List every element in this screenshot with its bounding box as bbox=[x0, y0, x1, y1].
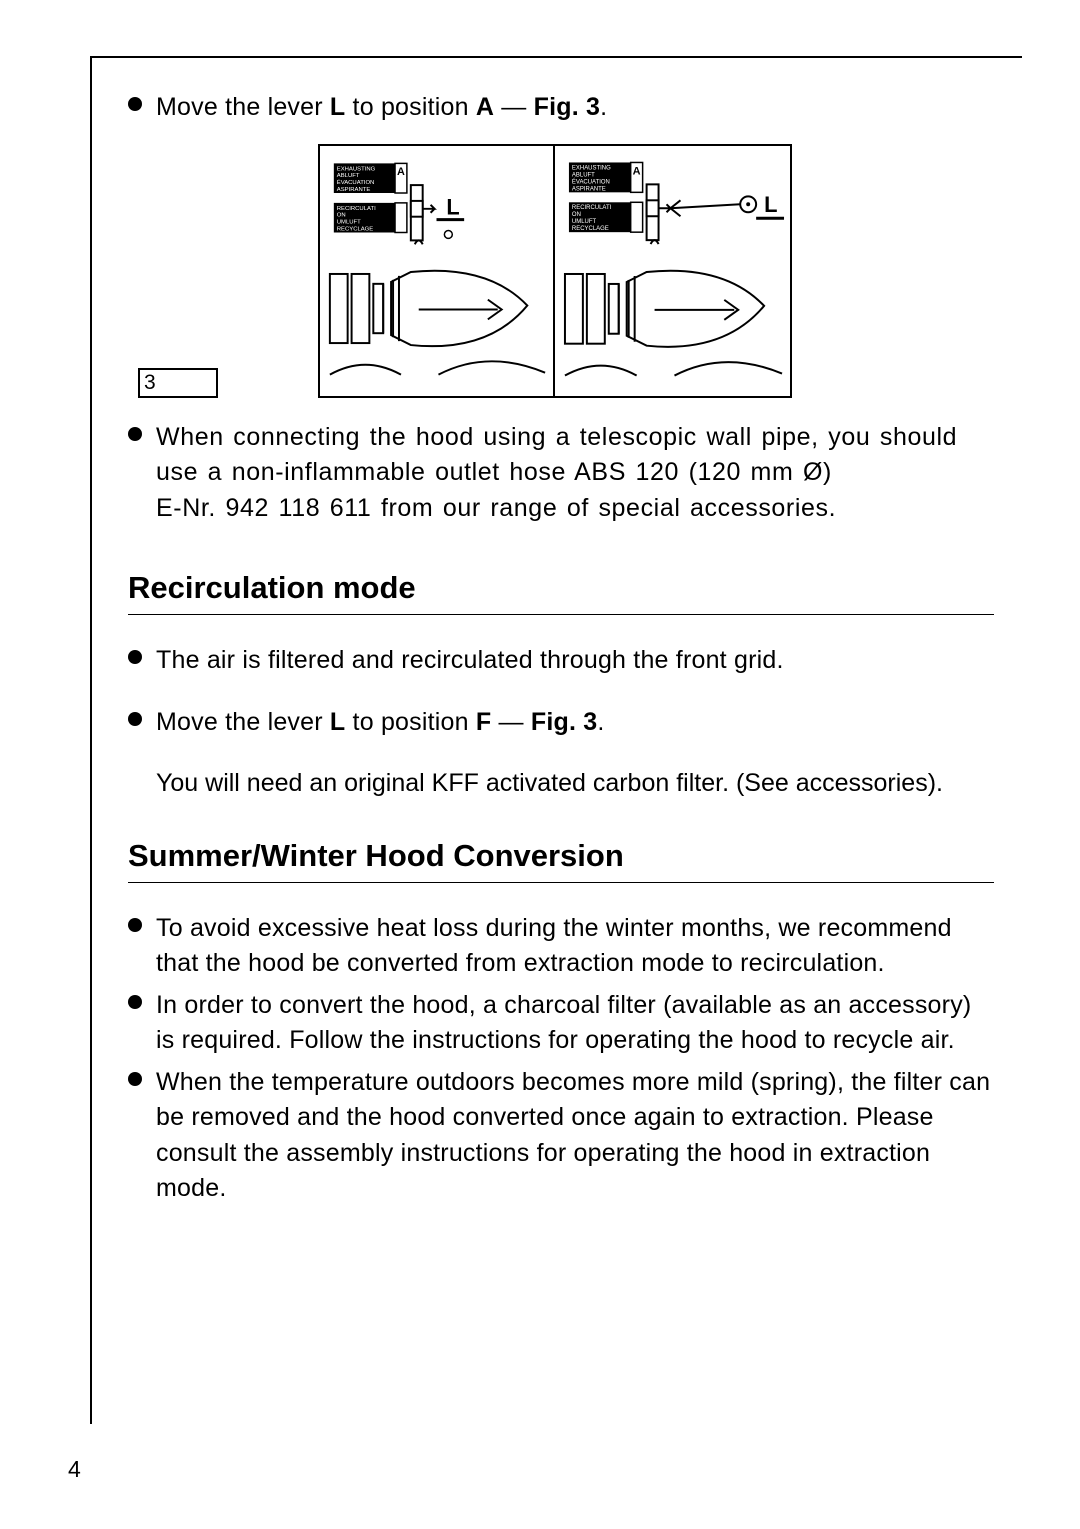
svg-text:L: L bbox=[764, 192, 777, 217]
note-carbon-filter: You will need an original KFF activated … bbox=[156, 766, 994, 802]
lever-L: L bbox=[330, 93, 345, 121]
position-F: F bbox=[476, 708, 491, 736]
bullet-move-lever-F: Move the lever L to position F — Fig. 3. bbox=[128, 705, 994, 741]
text: . bbox=[597, 708, 604, 736]
svg-text:UMLUFT: UMLUFT bbox=[337, 219, 361, 225]
bullet-icon bbox=[128, 650, 142, 664]
bullet-icon bbox=[128, 97, 142, 111]
figure-panel-left: EXHAUSTING ABLUFT ÉVACUATION ASPIRANTE A… bbox=[320, 146, 555, 396]
bullet-icon bbox=[128, 995, 142, 1009]
svg-text:ABLUFT: ABLUFT bbox=[337, 173, 360, 179]
svg-text:ON: ON bbox=[337, 212, 346, 218]
bullet-charcoal-filter: In order to convert the hood, a charcoal… bbox=[128, 988, 994, 1059]
text: E-Nr. 942 118 611 from our range of spec… bbox=[156, 494, 836, 522]
bullet-text: Move the lever L to position F — Fig. 3. bbox=[156, 705, 605, 741]
svg-text:L: L bbox=[446, 194, 459, 219]
svg-text:ON: ON bbox=[572, 212, 581, 218]
heading-recirculation-mode: Recirculation mode bbox=[128, 570, 994, 606]
text: to position bbox=[345, 708, 475, 736]
content-frame: Move the lever L to position A — Fig. 3.… bbox=[90, 56, 1022, 1424]
lever-L: L bbox=[330, 708, 345, 736]
svg-text:UMLUFT: UMLUFT bbox=[572, 219, 597, 225]
section-rule bbox=[128, 614, 994, 615]
text: Move the lever bbox=[156, 708, 330, 736]
bullet-temperature-mild: When the temperature outdoors becomes mo… bbox=[128, 1065, 994, 1207]
bullet-icon bbox=[128, 427, 142, 441]
fig-ref: Fig. 3 bbox=[534, 93, 600, 121]
text: When connecting the hood using a telesco… bbox=[156, 423, 957, 487]
text: . bbox=[600, 93, 607, 121]
bullet-icon bbox=[128, 712, 142, 726]
bullet-avoid-heat-loss: To avoid excessive heat loss during the … bbox=[128, 911, 994, 982]
bullet-text: To avoid excessive heat loss during the … bbox=[156, 911, 994, 982]
svg-text:ASPIRANTE: ASPIRANTE bbox=[337, 187, 371, 193]
bullet-text: When connecting the hood using a telesco… bbox=[156, 420, 994, 527]
diagram-svg-right: EXHAUSTING ABLUFT ÉVACUATION ASPIRANTE A… bbox=[555, 146, 790, 396]
text: — bbox=[491, 708, 531, 736]
bullet-move-lever-A: Move the lever L to position A — Fig. 3. bbox=[128, 90, 994, 126]
svg-text:ASPIRANTE: ASPIRANTE bbox=[572, 186, 606, 192]
figure-number-box: 3 bbox=[138, 368, 218, 398]
figure-3: 3 EXHAUSTING ABLUFT ÉVACUATION ASPIRANTE… bbox=[128, 144, 994, 398]
bullet-text: Move the lever L to position A — Fig. 3. bbox=[156, 90, 607, 126]
bullet-text: When the temperature outdoors becomes mo… bbox=[156, 1065, 994, 1207]
svg-text:EXHAUSTING: EXHAUSTING bbox=[337, 166, 376, 172]
svg-text:RECYCLAGE: RECYCLAGE bbox=[337, 226, 373, 232]
text: Move the lever bbox=[156, 93, 330, 121]
svg-text:ÉVACUATION: ÉVACUATION bbox=[337, 179, 375, 186]
bullet-text: The air is filtered and recirculated thr… bbox=[156, 643, 784, 679]
svg-text:ABLUFT: ABLUFT bbox=[572, 172, 595, 178]
bullet-icon bbox=[128, 1072, 142, 1086]
figure-panel-right: EXHAUSTING ABLUFT ÉVACUATION ASPIRANTE A… bbox=[555, 146, 790, 396]
bullet-icon bbox=[128, 918, 142, 932]
bullet-air-filtered: The air is filtered and recirculated thr… bbox=[128, 643, 994, 679]
page-number: 4 bbox=[68, 1456, 81, 1483]
page: Move the lever L to position A — Fig. 3.… bbox=[0, 0, 1080, 1529]
diagram-svg-left: EXHAUSTING ABLUFT ÉVACUATION ASPIRANTE A… bbox=[320, 146, 553, 396]
figure-panels: EXHAUSTING ABLUFT ÉVACUATION ASPIRANTE A… bbox=[318, 144, 792, 398]
heading-summer-winter: Summer/Winter Hood Conversion bbox=[128, 838, 994, 874]
svg-text:ÉVACUATION: ÉVACUATION bbox=[572, 178, 610, 185]
bullet-telescopic-pipe: When connecting the hood using a telesco… bbox=[128, 420, 994, 527]
svg-text:EXHAUSTING: EXHAUSTING bbox=[572, 165, 611, 171]
svg-text:RECIRCULATI: RECIRCULATI bbox=[337, 205, 376, 211]
svg-text:RECIRCULATI: RECIRCULATI bbox=[572, 205, 612, 211]
position-A: A bbox=[476, 93, 494, 121]
section-rule bbox=[128, 882, 994, 883]
text: to position bbox=[345, 93, 475, 121]
fig-ref: Fig. 3 bbox=[531, 708, 597, 736]
svg-text:A: A bbox=[397, 166, 405, 178]
svg-text:A: A bbox=[633, 165, 641, 177]
bullet-text: In order to convert the hood, a charcoal… bbox=[156, 988, 994, 1059]
svg-text:RECYCLAGE: RECYCLAGE bbox=[572, 226, 609, 232]
figure-number: 3 bbox=[144, 371, 156, 394]
text: — bbox=[494, 93, 534, 121]
